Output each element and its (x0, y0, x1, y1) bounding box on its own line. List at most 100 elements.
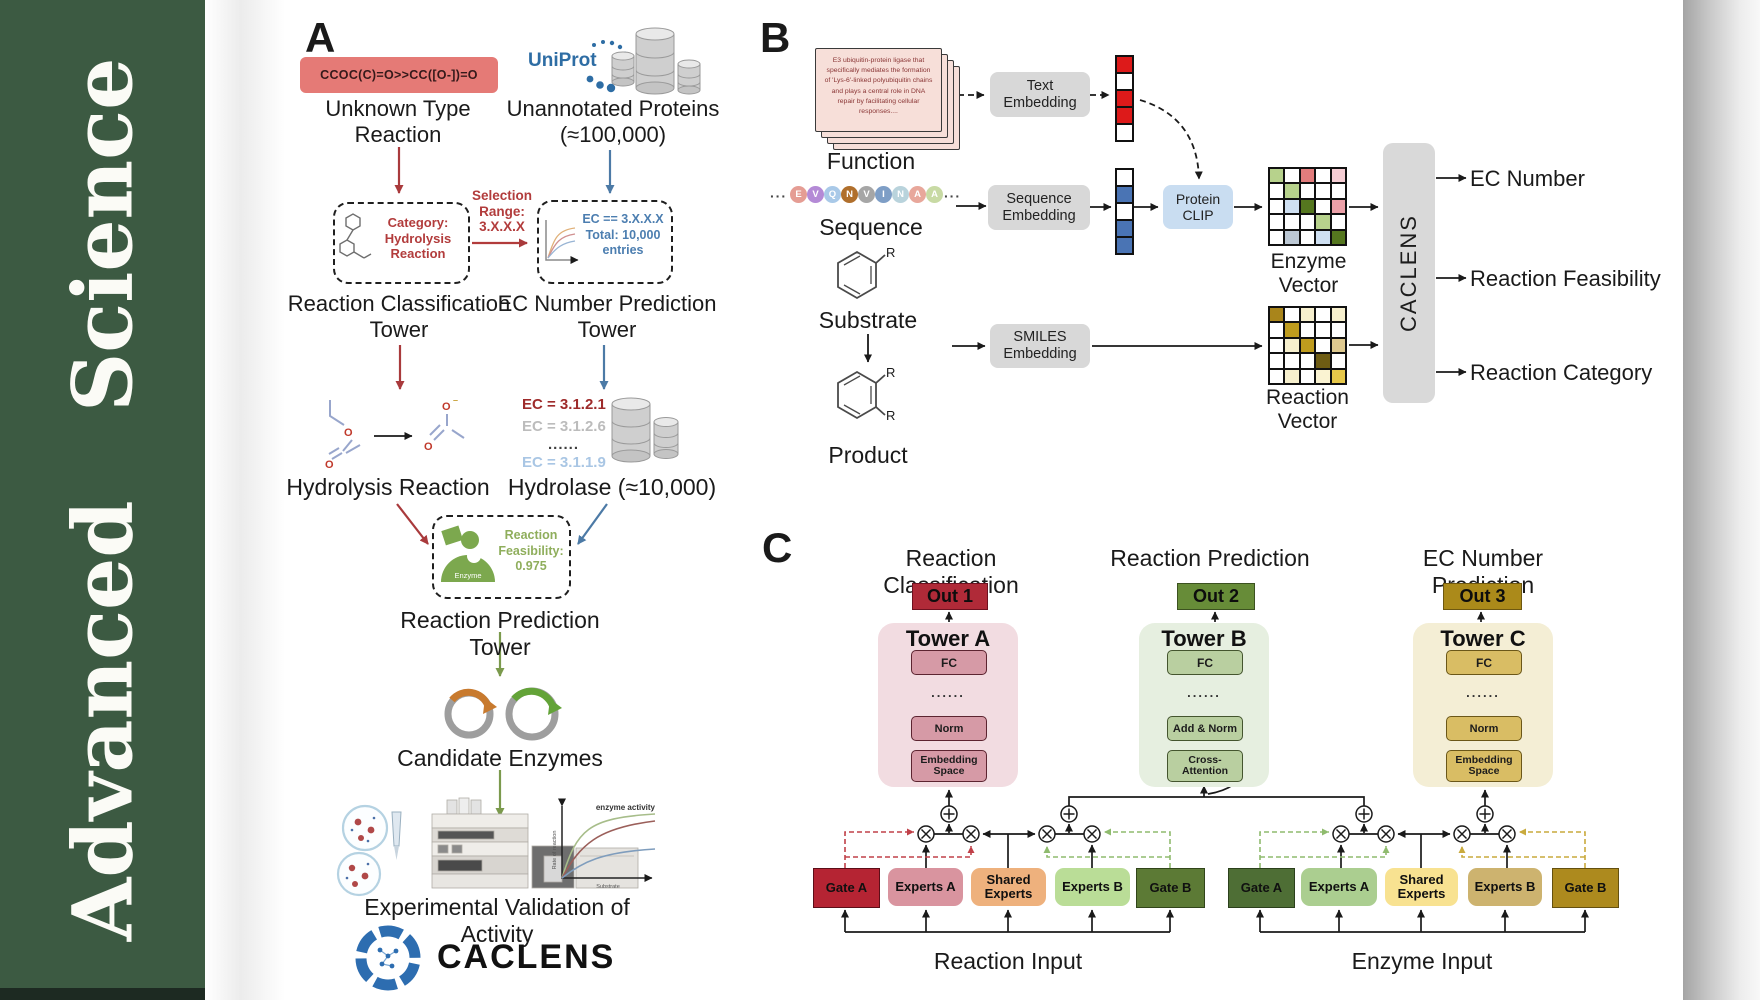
matrix-cell (1284, 368, 1300, 384)
journal-sidebar: Advanced Science (0, 0, 205, 1000)
caclens-wordmark: CACLENS (437, 938, 616, 976)
matrix-cell (1284, 214, 1300, 230)
matrix-cell (1299, 168, 1316, 184)
function-card-text: E3 ubiquitin-protein ligase that specifi… (824, 57, 933, 115)
vector-cell (1116, 107, 1133, 124)
sequence-ellipsis-left: ··· (770, 188, 787, 204)
matrix-cell (1330, 368, 1346, 384)
matrix-cell (1315, 229, 1331, 245)
matrix-cell (1299, 337, 1316, 354)
out2-box: Out 2 (1177, 583, 1255, 610)
reaction-vector-matrix (1268, 306, 1347, 385)
matrix-cell (1315, 353, 1331, 369)
matrix-cell (1269, 322, 1285, 338)
matrix-cell (1284, 168, 1300, 184)
enzyme-gate-b: Gate B (1552, 868, 1619, 908)
reaction-smiles-box: CCOC(C)=O>>CC([O-])=O (300, 57, 498, 93)
text-embedding-box: Text Embedding (990, 72, 1090, 117)
product-r2-label: R (886, 408, 896, 423)
vector-cell (1116, 203, 1133, 220)
matrix-cell (1284, 353, 1300, 369)
matrix-cell (1330, 353, 1346, 369)
product-molecule-icon (837, 370, 886, 420)
molecule-scribble-icon (339, 213, 372, 259)
panel-c-label: C (762, 524, 793, 571)
unannotated-proteins-label: Unannotated Proteins (≈100,000) (506, 96, 720, 147)
output-ec-number: EC Number (1470, 166, 1585, 191)
svg-text:O: O (442, 401, 451, 413)
out3-box: Out 3 (1443, 583, 1522, 610)
atom-labels: O O O O – (325, 395, 458, 471)
page-edge-gradient (1683, 0, 1760, 1000)
svg-text:Rate of reaction: Rate of reaction (552, 831, 558, 870)
enzyme-icon: Enzyme (441, 525, 495, 582)
ester-molecule-icon (328, 400, 361, 460)
enzyme-input-label: Enzyme Input (1351, 948, 1493, 974)
tower-b-dots: ...... (1187, 685, 1221, 700)
tower-a-norm: Norm (911, 716, 987, 741)
feasibility-text: Reaction Feasibility: 0.975 (498, 528, 564, 573)
reaction-experts-b: Experts B (1055, 868, 1130, 906)
tower-b-cross-attention: Cross-Attention (1167, 750, 1243, 782)
svg-text:O: O (325, 459, 334, 471)
tower-b-title: Tower B (1161, 626, 1247, 651)
matrix-cell (1269, 198, 1285, 215)
matrix-cell (1269, 168, 1285, 184)
sidebar-bottom-strip (0, 988, 205, 1000)
reaction-shared-experts: Shared Experts (971, 868, 1046, 906)
matrix-cell (1269, 307, 1285, 323)
matrix-cell (1315, 214, 1331, 230)
matrix-cell (1299, 183, 1316, 199)
function-label: Function (826, 148, 916, 174)
matrix-cell (1299, 229, 1316, 245)
matrix-cell (1299, 353, 1316, 369)
database-icon-hydrolase (611, 397, 679, 463)
ec-result-dots: ...... (548, 436, 580, 453)
sequence-ellipsis-right: ··· (944, 188, 961, 204)
residue-circle: A (926, 186, 943, 203)
svg-text:O: O (424, 441, 433, 453)
sequence-label: Sequence (819, 214, 923, 240)
svg-text:enzyme activity: enzyme activity (596, 803, 656, 812)
matrix-cell (1330, 307, 1346, 323)
matrix-cell (1315, 322, 1331, 338)
text-embedding-vector (1115, 55, 1134, 142)
mixing-nodes (917, 805, 1516, 843)
page-fold-shading (205, 0, 285, 1000)
prediction-tower-label: Reaction Prediction Tower (400, 607, 600, 660)
tower-c-fc: FC (1446, 650, 1522, 675)
col-title-reaction-prediction: Reaction Prediction (1110, 545, 1310, 571)
function-card-1: E3 ubiquitin-protein ligase that specifi… (815, 48, 942, 132)
tower-a-fc: FC (911, 650, 987, 675)
out1-box: Out 1 (912, 583, 988, 610)
enzyme-experts-b: Experts B (1468, 868, 1542, 906)
sequence-embedding-vector (1115, 168, 1134, 255)
matrix-cell (1299, 368, 1316, 384)
matrix-cell (1330, 229, 1346, 245)
category-text: Category: Hydrolysis Reaction (384, 215, 452, 261)
hydrolysis-label: Hydrolysis Reaction (286, 474, 490, 500)
candidate-enzymes-label: Candidate Enzymes (397, 745, 603, 771)
classification-tower-label: Reaction Classification Tower (287, 291, 511, 342)
uniprot-logo-text: UniProt (528, 50, 597, 71)
product-r1-label: R (886, 365, 896, 380)
reaction-input-label: Reaction Input (933, 948, 1083, 974)
tower-c-title: Tower C (1440, 626, 1526, 651)
tower-a-title: Tower A (905, 626, 991, 651)
enzyme-shared-experts: Shared Experts (1385, 868, 1458, 906)
vector-cell (1116, 90, 1133, 107)
feasibility-box (432, 515, 571, 599)
residue-circle: N (892, 186, 909, 203)
matrix-cell (1315, 183, 1331, 199)
vector-cell (1116, 56, 1133, 73)
residue-circle: N (841, 186, 858, 203)
reaction-vector-label: Reaction Vector (1266, 386, 1349, 433)
svg-text:Enzyme: Enzyme (454, 571, 481, 580)
matrix-cell (1330, 168, 1346, 184)
matrix-cell (1299, 322, 1316, 338)
classification-result-box (333, 202, 470, 284)
ec-range-text: EC == 3.X.X.X Total: 10,000 entries (582, 212, 664, 257)
matrix-cell (1315, 198, 1331, 215)
